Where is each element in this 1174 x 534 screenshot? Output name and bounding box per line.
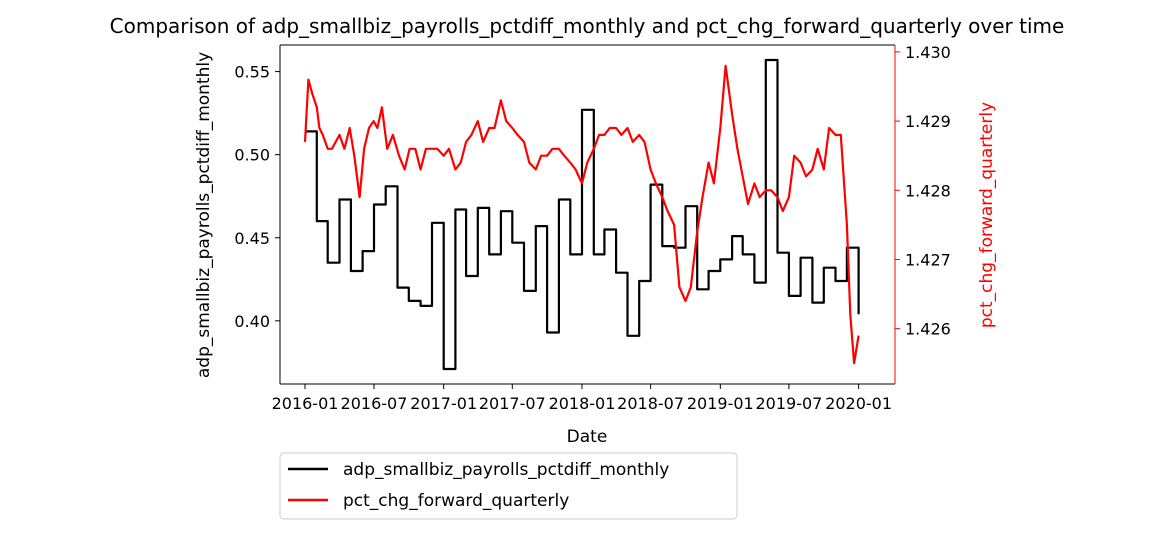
y-right-tick-label: 1.428 bbox=[905, 181, 951, 200]
series-line-adp-smallbiz-payrolls bbox=[305, 58, 860, 371]
y-right-tick-label: 1.429 bbox=[905, 112, 951, 131]
y-right-tick-label: 1.430 bbox=[905, 43, 951, 62]
x-tick-label: 2017-07 bbox=[479, 394, 546, 413]
y-axis-right-label: pct_chg_forward_quarterly bbox=[977, 102, 997, 328]
x-tick-label: 2019-01 bbox=[687, 394, 754, 413]
x-tick-label: 2016-07 bbox=[341, 394, 408, 413]
y-left-tick-label: 0.50 bbox=[234, 146, 270, 165]
x-axis-label: Date bbox=[567, 427, 608, 447]
x-tick-label: 2020-01 bbox=[825, 394, 892, 413]
x-tick-label: 2018-01 bbox=[549, 394, 616, 413]
legend-label-forward: pct_chg_forward_quarterly bbox=[343, 491, 569, 511]
y-right-tick-label: 1.427 bbox=[905, 250, 951, 269]
x-tick-label: 2018-07 bbox=[617, 394, 684, 413]
x-tick-label: 2016-01 bbox=[272, 394, 339, 413]
legend-label-payrolls: adp_smallbiz_payrolls_pctdiff_monthly bbox=[343, 460, 669, 480]
y-left-tick-label: 0.55 bbox=[234, 63, 270, 82]
chart-title: Comparison of adp_smallbiz_payrolls_pctd… bbox=[110, 14, 1065, 38]
axes-layer: 2016-01 2016-07 2017-01 2017-07 2018-01 2018-… bbox=[234, 43, 950, 413]
x-tick-label: 2019-07 bbox=[755, 394, 822, 413]
y-left-tick-label: 0.45 bbox=[234, 229, 270, 248]
legend: adp_smallbiz_payrolls_pctdiff_monthly pc… bbox=[279, 452, 738, 520]
legend-box bbox=[279, 452, 738, 520]
x-tick-label: 2017-01 bbox=[410, 394, 477, 413]
y-axis-left-label: adp_smallbiz_payrolls_pctdiff_monthly bbox=[194, 52, 214, 378]
y-left-tick-label: 0.40 bbox=[234, 312, 270, 331]
y-right-tick-label: 1.426 bbox=[905, 320, 951, 339]
series-layer bbox=[303, 58, 860, 371]
series-line-pct-chg-forward bbox=[303, 64, 860, 365]
